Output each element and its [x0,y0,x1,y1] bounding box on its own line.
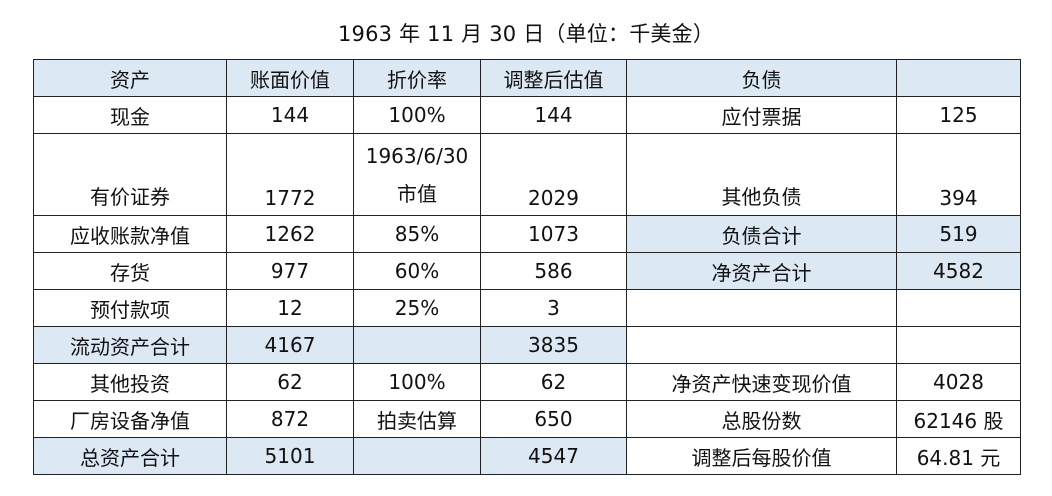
header-liability-value [896,59,1021,97]
cell: 62 [226,363,354,401]
cell: 调整后每股价值 [626,437,897,475]
cell: 1963/6/30 市值 [353,133,481,216]
cell: 净资产快速变现价值 [626,363,897,401]
cell: 125 [896,96,1021,134]
cell: 3 [480,289,627,327]
table-row: 流动资产合计 4167 3835 [33,326,1021,364]
cell: 5101 [226,437,354,475]
cell: 净资产合计 [626,252,897,290]
cell: 有价证券 [33,133,227,216]
cell: 总资产合计 [33,437,227,475]
cell: 4167 [226,326,354,364]
cell: 1772 [226,133,354,216]
table-row: 应收账款净值 1262 85% 1073 负债合计 519 [33,215,1021,253]
header-liabilities: 负债 [626,59,897,97]
header-book-value: 账面价值 [226,59,354,97]
table-row: 厂房设备净值 872 拍卖估算 650 总股份数 62146 股 [33,400,1021,438]
cell: 应付票据 [626,96,897,134]
cell: 85% [353,215,481,253]
cell: 977 [226,252,354,290]
cell: 其他负债 [626,133,897,216]
table-row: 存货 977 60% 586 净资产合计 4582 [33,252,1021,290]
cell: 650 [480,400,627,438]
cell: 586 [480,252,627,290]
cell [353,326,481,364]
cell-line: 1963/6/30 [365,143,469,168]
cell: 394 [896,133,1021,216]
table-row: 总资产合计 5101 4547 调整后每股价值 64.81 元 [33,437,1021,475]
cell: 流动资产合计 [33,326,227,364]
cell [626,326,897,364]
table-row: 预付款项 12 25% 3 [33,289,1021,327]
cell: 其他投资 [33,363,227,401]
cell: 100% [353,96,481,134]
cell: 应收账款净值 [33,215,227,253]
cell: 4028 [896,363,1021,401]
cell: 1262 [226,215,354,253]
cell: 3835 [480,326,627,364]
cell: 2029 [480,133,627,216]
cell: 519 [896,215,1021,253]
cell: 存货 [33,252,227,290]
header-adjusted-value: 调整后估值 [480,59,627,97]
cell [896,326,1021,364]
header-assets: 资产 [33,59,227,97]
cell: 预付款项 [33,289,227,327]
table-header-row: 资产 账面价值 折价率 调整后估值 负债 [33,59,1021,97]
cell: 144 [480,96,627,134]
table-row: 有价证券 1772 1963/6/30 市值 2029 其他负债 394 [33,133,1021,216]
table-row: 现金 144 100% 144 应付票据 125 [33,96,1021,134]
balance-sheet-table: 资产 账面价值 折价率 调整后估值 负债 现金 144 100% 144 应付票… [33,59,1021,475]
cell [626,289,897,327]
cell: 62146 股 [896,400,1021,438]
cell: 144 [226,96,354,134]
cell: 1073 [480,215,627,253]
cell: 总股份数 [626,400,897,438]
cell: 4547 [480,437,627,475]
cell: 872 [226,400,354,438]
table-row: 其他投资 62 100% 62 净资产快速变现价值 4028 [33,363,1021,401]
cell: 拍卖估算 [353,400,481,438]
cell-line: 市值 [397,181,437,206]
cell: 负债合计 [626,215,897,253]
cell: 25% [353,289,481,327]
table-title: 1963 年 11 月 30 日（单位：千美金） [337,22,715,46]
cell: 100% [353,363,481,401]
cell: 12 [226,289,354,327]
cell: 4582 [896,252,1021,290]
header-discount-rate: 折价率 [353,59,481,97]
cell: 62 [480,363,627,401]
cell: 现金 [33,96,227,134]
cell: 厂房设备净值 [33,400,227,438]
cell: 60% [353,252,481,290]
cell [353,437,481,475]
cell: 64.81 元 [896,437,1021,475]
cell [896,289,1021,327]
